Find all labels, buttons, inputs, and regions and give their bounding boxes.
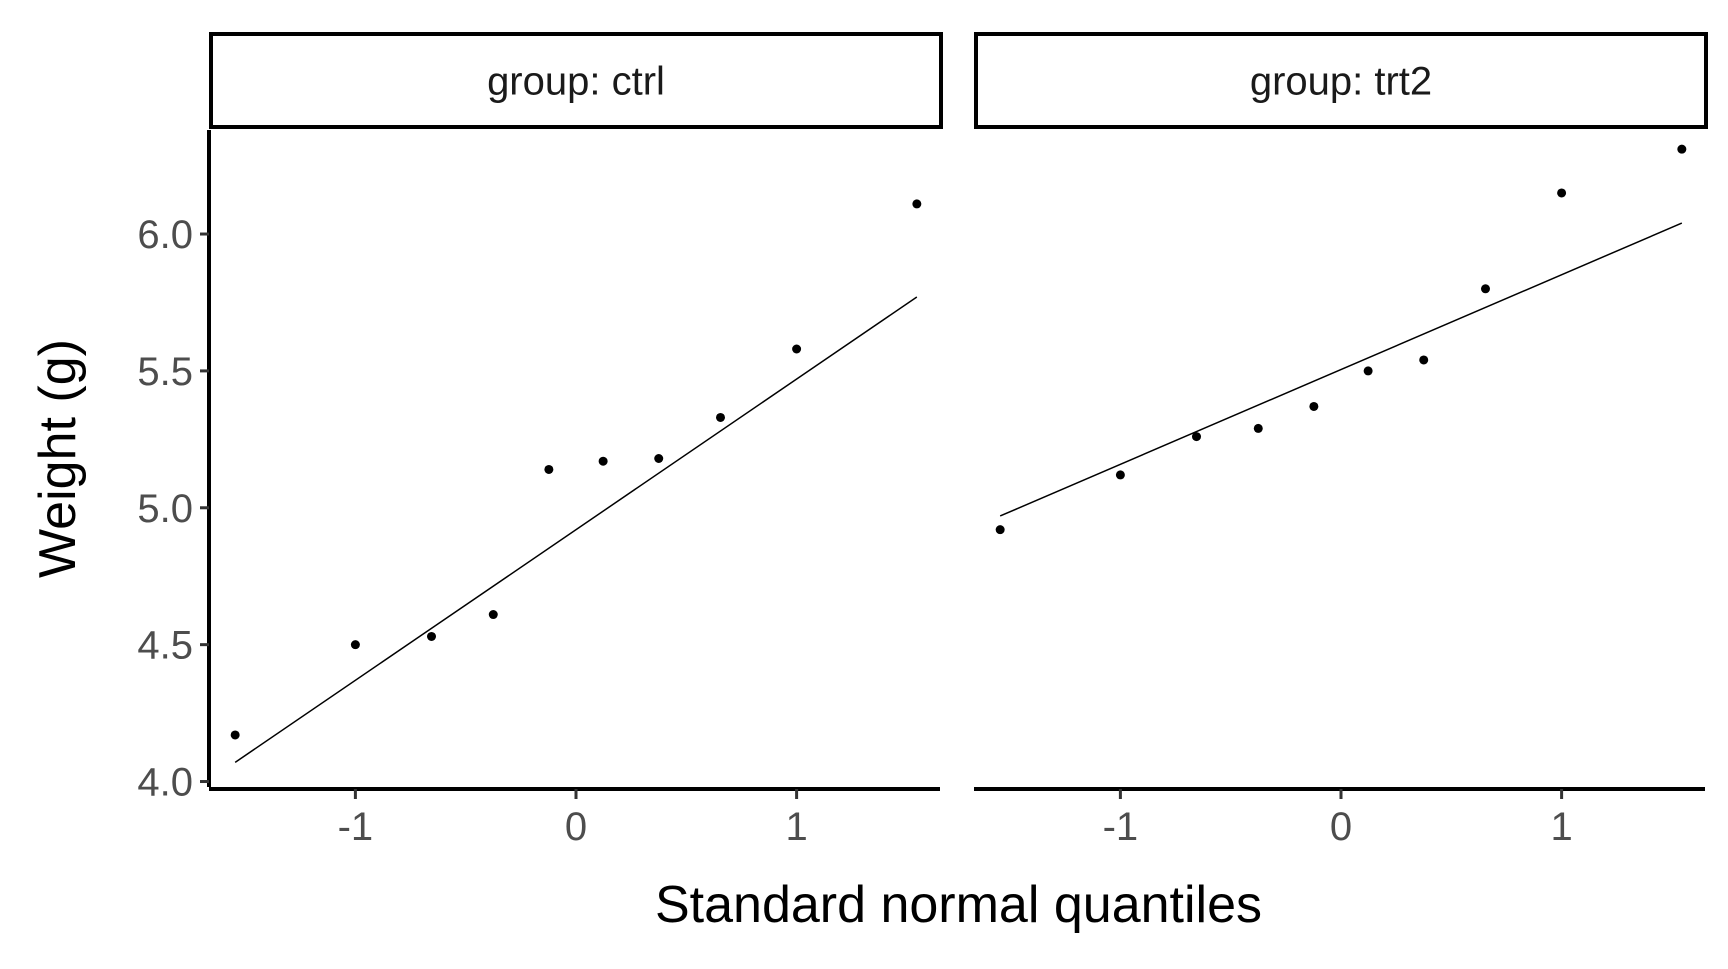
y-axis-title: Weight (g)	[29, 339, 87, 578]
x-tick-label: 0	[565, 805, 587, 849]
data-point	[995, 525, 1005, 535]
data-point	[715, 412, 725, 422]
data-point	[1557, 188, 1567, 198]
data-point	[350, 640, 360, 650]
data-point	[544, 464, 554, 474]
y-tick-label: 6.0	[137, 213, 193, 257]
x-tick-label: -1	[1103, 805, 1139, 849]
y-tick-label: 5.5	[137, 350, 193, 394]
data-point	[654, 454, 664, 463]
facet-strip-label: group: ctrl	[487, 60, 665, 104]
data-point	[1309, 401, 1319, 411]
data-point	[1363, 366, 1373, 376]
x-tick-label: 0	[1330, 805, 1352, 849]
y-tick-label: 4.0	[137, 761, 193, 805]
data-point	[230, 730, 240, 740]
x-tick-label: 1	[785, 805, 807, 849]
facet-strip	[974, 32, 1708, 129]
y-tick-label: 5.0	[137, 487, 193, 531]
data-point	[1253, 423, 1263, 433]
qq-reference-line	[999, 222, 1683, 517]
data-point	[1192, 432, 1202, 442]
data-point	[1115, 470, 1125, 480]
data-point	[912, 199, 922, 209]
facet-strip-label: group: trt2	[1250, 60, 1432, 104]
data-point	[488, 610, 498, 620]
y-tick-label: 4.5	[137, 624, 193, 668]
data-point	[1677, 144, 1687, 154]
facet-strip	[209, 32, 943, 129]
data-point	[1419, 355, 1429, 365]
x-tick-label: -1	[338, 805, 374, 849]
data-point	[427, 631, 437, 641]
x-tick-label: 1	[1550, 805, 1572, 849]
data-point	[598, 456, 608, 466]
qq-reference-line	[234, 296, 918, 763]
x-axis-title: Standard normal quantiles	[655, 876, 1262, 934]
data-point	[1480, 284, 1490, 294]
data-point	[792, 344, 802, 354]
